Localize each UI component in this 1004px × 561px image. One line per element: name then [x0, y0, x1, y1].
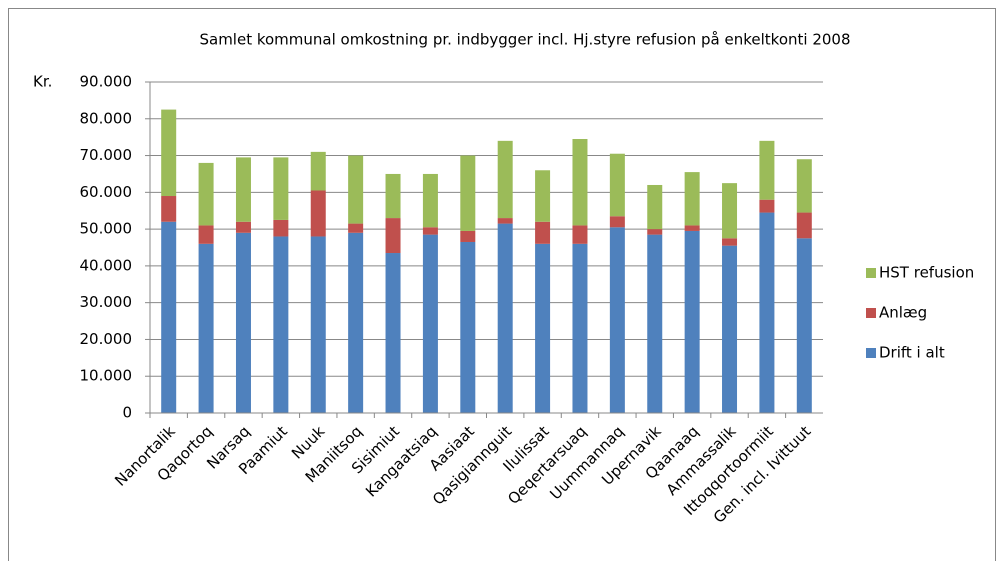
bar-segment — [273, 157, 289, 220]
y-axis-label: Kr. — [33, 73, 52, 91]
bar-segment — [460, 230, 476, 242]
bar-segment — [796, 212, 812, 239]
y-tick-label: 20.000 — [80, 330, 133, 348]
y-tick-label: 70.000 — [80, 146, 133, 164]
legend-swatch — [866, 308, 876, 318]
bar-segment — [684, 230, 700, 413]
bar-segment — [460, 155, 476, 231]
y-tick-label: 90.000 — [80, 73, 133, 91]
bar-segment — [647, 229, 663, 235]
y-tick-label: 80.000 — [80, 109, 133, 127]
bar-segment — [609, 216, 625, 228]
bar-segment — [647, 234, 663, 413]
bar-segment — [722, 245, 738, 413]
bar-segment — [161, 221, 177, 413]
bar-segment — [460, 241, 476, 413]
bar-segment — [609, 227, 625, 413]
legend-swatch — [866, 268, 876, 278]
bar-segment — [422, 227, 438, 235]
legend-label: Anlæg — [879, 304, 927, 322]
y-tick-label: 30.000 — [80, 293, 133, 311]
legend-label: Drift i alt — [879, 344, 945, 362]
y-tick-label: 10.000 — [80, 367, 133, 385]
bar-segment — [759, 199, 775, 213]
bar-segment — [497, 140, 513, 219]
legend-label: HST refusion — [879, 264, 974, 282]
bar-segment — [161, 196, 177, 222]
bar-segment — [572, 225, 588, 244]
bar-segment — [235, 232, 251, 413]
bar-segment — [161, 109, 177, 197]
bar-segment — [684, 225, 700, 231]
bar-segment — [273, 236, 289, 413]
bar-segment — [273, 219, 289, 237]
bar-segment — [684, 172, 700, 226]
bar-segment — [609, 153, 625, 217]
bar-segment — [647, 184, 663, 230]
bar-segment — [759, 140, 775, 200]
bar-segment — [722, 238, 738, 246]
bar-segment — [796, 238, 812, 413]
bar-segment — [198, 225, 214, 244]
bar-segment — [572, 139, 588, 226]
bar-segment — [235, 221, 251, 233]
bar-segment — [198, 243, 214, 413]
bar-segment — [572, 243, 588, 413]
bar-segment — [722, 183, 738, 239]
y-tick-label: 40.000 — [80, 256, 133, 274]
bar-segment — [385, 173, 401, 219]
y-tick-label: 0 — [122, 404, 132, 422]
bar-segment — [310, 190, 326, 237]
bar-segment — [348, 223, 364, 233]
bar-segment — [497, 218, 513, 224]
bar-segment — [422, 234, 438, 413]
y-tick-label: 50.000 — [80, 220, 133, 238]
legend-swatch — [866, 348, 876, 358]
bar-segment — [385, 218, 401, 254]
chart-title: Samlet kommunal omkostning pr. indbygger… — [199, 31, 850, 49]
bar-segment — [310, 236, 326, 413]
bar-segment — [535, 221, 551, 244]
bar-segment — [759, 212, 775, 413]
bar-segment — [385, 253, 401, 413]
bar-segment — [348, 155, 364, 224]
bar-segment — [348, 232, 364, 413]
bar-segment — [535, 243, 551, 413]
bar-segment — [796, 159, 812, 213]
bar-segment — [497, 223, 513, 413]
bar-segment — [422, 173, 438, 228]
bar-segment — [198, 162, 214, 226]
y-tick-label: 60.000 — [80, 183, 133, 201]
bar-segment — [235, 157, 251, 222]
bar-segment — [535, 170, 551, 222]
bar-segment — [310, 151, 326, 191]
